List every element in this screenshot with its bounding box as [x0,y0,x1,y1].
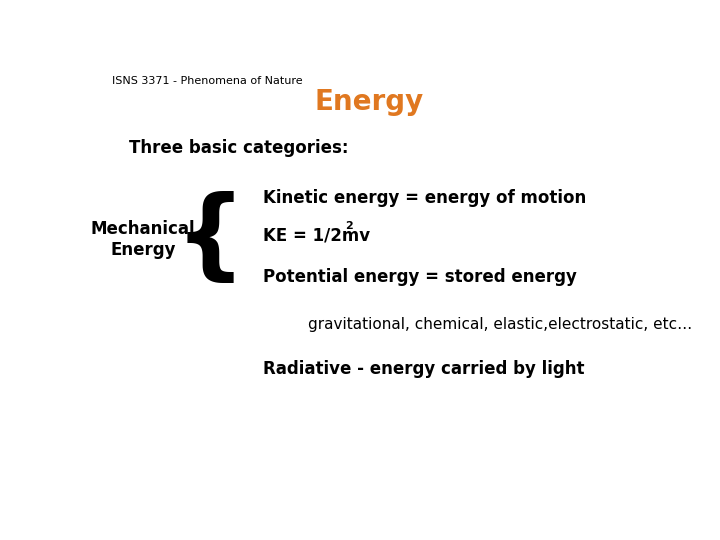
Text: ISNS 3371 - Phenomena of Nature: ISNS 3371 - Phenomena of Nature [112,77,303,86]
Text: Potential energy = stored energy: Potential energy = stored energy [263,268,577,286]
Text: Energy: Energy [110,241,176,259]
Text: 2: 2 [346,221,354,231]
Text: Mechanical: Mechanical [91,220,195,238]
Text: gravitational, chemical, elastic,electrostatic, etc…: gravitational, chemical, elastic,electro… [307,317,692,332]
Text: Energy: Energy [315,87,423,116]
Text: KE = 1/2mv: KE = 1/2mv [263,226,370,244]
Text: Kinetic energy = energy of motion: Kinetic energy = energy of motion [263,189,586,207]
Text: Three basic categories:: Three basic categories: [129,139,348,157]
Text: Radiative - energy carried by light: Radiative - energy carried by light [263,360,585,378]
Text: {: { [174,191,246,288]
